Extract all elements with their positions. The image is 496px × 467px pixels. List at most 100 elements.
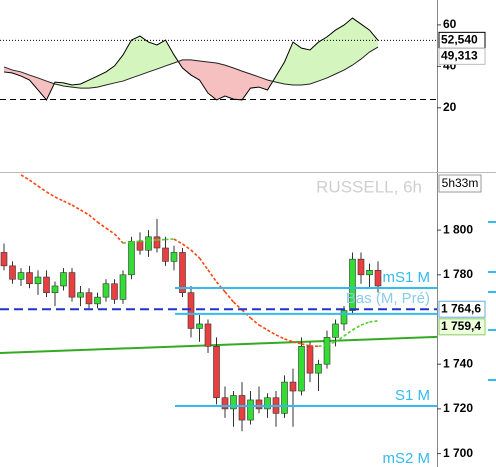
candle-body (204, 323, 212, 347)
ma-segment (29, 179, 39, 187)
candle-body (9, 265, 16, 280)
oscillator-fill (21, 71, 30, 81)
candle-body (238, 395, 246, 421)
ma-segment (173, 238, 183, 245)
candle-body (281, 381, 288, 414)
value-label: 49,313 (441, 49, 478, 63)
candle-body (298, 346, 305, 392)
ma-segment (275, 334, 285, 340)
oscillator-fill (225, 65, 234, 100)
candle-body (85, 292, 93, 305)
ma-segment (343, 329, 353, 337)
edge-markers (488, 221, 496, 381)
ma-segment (122, 241, 132, 244)
ma-segment (232, 301, 243, 311)
candle-body (128, 240, 135, 276)
oscillator-fill (318, 36, 327, 82)
y-tick-label: 1 780 (443, 267, 473, 281)
ma-segment (63, 200, 73, 206)
level-label: mS2 M (382, 450, 430, 467)
candle-body (306, 346, 314, 374)
oscillator-fill (131, 36, 140, 78)
candle-body (340, 310, 348, 325)
oscillator-fill (140, 36, 149, 76)
candle-body (196, 323, 203, 329)
oscillator-fill (157, 40, 166, 70)
oscillator-fill (327, 30, 336, 78)
candle-body (119, 274, 127, 300)
candle-body (264, 397, 271, 410)
oscillator-fill (148, 42, 157, 72)
ma-segment (97, 221, 107, 229)
ma-segment (326, 341, 336, 346)
ma-segment (207, 269, 218, 283)
oscillator-fill (259, 76, 268, 90)
level-label: Bas (M, Pré) (346, 290, 430, 307)
candle-body (68, 272, 76, 298)
y-tick-label: 1 700 (443, 446, 473, 460)
ma-segment (301, 343, 311, 347)
value-box (438, 318, 486, 336)
oscillator-fill (250, 74, 259, 89)
ma-segment (198, 257, 209, 271)
oscillator-fill (369, 30, 378, 53)
oscillator-fill (199, 60, 208, 94)
candle-body (17, 272, 25, 280)
oscillator-fill (38, 77, 47, 100)
candle-body (94, 296, 101, 305)
ma-segment (284, 338, 294, 343)
ma-segment (369, 320, 379, 323)
ma-segment (139, 239, 149, 242)
candle-body (179, 252, 186, 293)
candle-body (77, 292, 84, 298)
candle-body (170, 252, 178, 262)
candle-body (162, 247, 169, 262)
candle-body (374, 270, 382, 287)
y-tick-label: 1 740 (443, 356, 473, 370)
candle-body (366, 270, 373, 276)
oscillator-fill (310, 42, 319, 84)
candle-body (323, 337, 331, 365)
ma-segment (190, 249, 201, 259)
candle-body (221, 397, 229, 410)
oscillator-fill (335, 25, 344, 75)
oscillator-fill (80, 80, 89, 89)
ma-segment (249, 317, 260, 326)
candle-body (187, 292, 195, 329)
ma-segment (113, 233, 124, 244)
oscillator-fill (123, 40, 132, 82)
oscillator-fill (97, 71, 106, 88)
timer-box (438, 174, 482, 193)
candle-body (255, 399, 263, 410)
oscillator-fill (284, 42, 293, 85)
ma-segment (215, 281, 226, 293)
value-box (438, 47, 486, 65)
ma-segment (20, 174, 30, 181)
oscillator-fill (242, 71, 251, 100)
ma-segment (352, 324, 362, 331)
value-label: 1 764,6 (441, 301, 481, 315)
candle-body (145, 236, 152, 251)
value-label: 52,540 (441, 33, 478, 47)
oscillator-fill (191, 59, 200, 81)
y-tick-label: 60 (443, 17, 457, 31)
candle-body (332, 323, 339, 338)
oscillator-fill (208, 61, 217, 100)
candle-body (136, 240, 144, 251)
oscillator-fill (4, 66, 13, 73)
ma-segment (335, 335, 345, 343)
trend-line (0, 335, 438, 355)
ma-segment (37, 185, 47, 193)
oscillator-fill (361, 24, 370, 60)
ma-segment (71, 204, 81, 211)
oscillator-line (3, 17, 379, 101)
oscillator-fill (29, 75, 38, 90)
timer: 5h33m (442, 176, 479, 190)
candle-body (349, 258, 356, 311)
candle-body (111, 283, 118, 300)
y-tick-label: 1 800 (443, 222, 473, 236)
y-tick-label: 20 (443, 100, 457, 114)
level-label: mS1 M (382, 269, 430, 286)
ma-segment (267, 329, 277, 336)
